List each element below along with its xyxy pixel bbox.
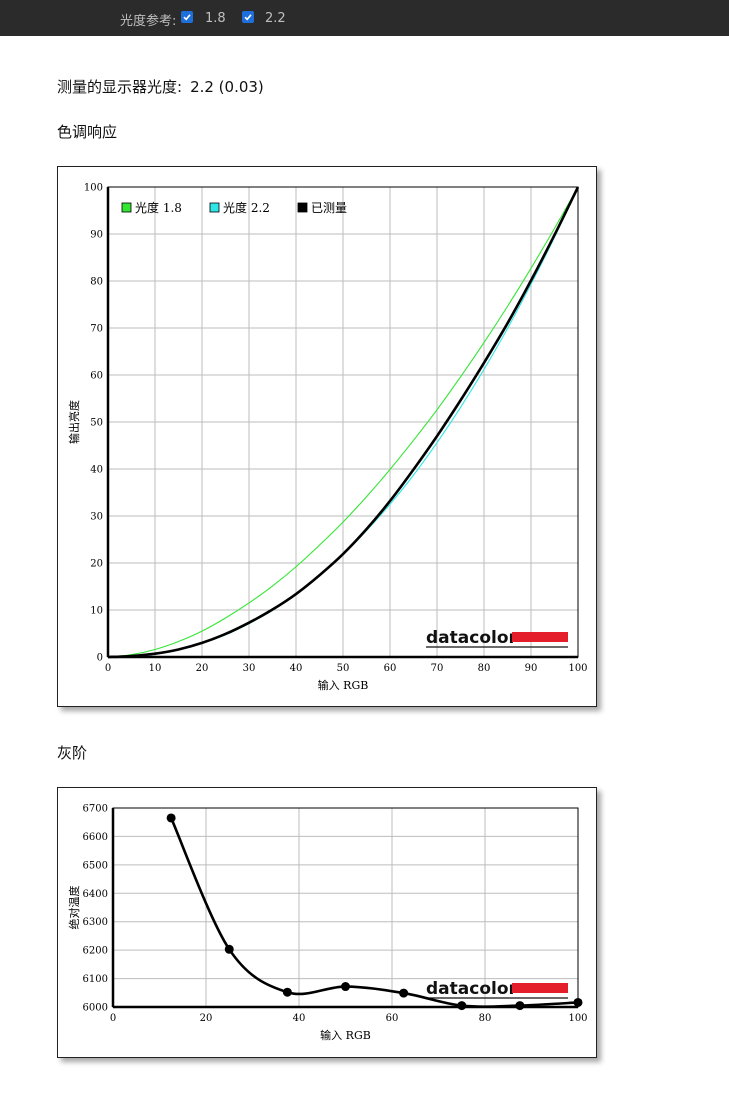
legend-swatch-measured <box>297 202 308 213</box>
series-line-measured <box>169 817 579 1008</box>
x-tick-label: 40 <box>290 663 303 674</box>
data-point <box>399 988 409 998</box>
datacolor-logo-text: datacolor <box>426 979 518 999</box>
measured-gamma-label: 测量的显示器光度: <box>57 78 183 96</box>
x-tick-label: 10 <box>149 663 162 674</box>
x-tick-label: 0 <box>105 663 111 674</box>
y-tick-label: 100 <box>84 183 103 194</box>
legend-swatch-gamma22 <box>209 202 220 213</box>
y-tick-label: 80 <box>90 277 103 288</box>
legend-label-measured: 已测量 <box>311 201 347 215</box>
x-tick-label: 50 <box>337 663 350 674</box>
series-line-gamma18 <box>107 186 579 658</box>
tone-response-chart: 0 10 20 30 40 50 60 70 80 90 100 0 10 20 30 40 50 60 70 80 9… <box>57 166 597 707</box>
x-axis-title: 输入 RGB <box>320 1028 371 1042</box>
y-tick-label: 6200 <box>83 946 108 957</box>
y-axis-title: 输出亮度 <box>67 400 81 444</box>
legend-swatch-gamma18 <box>121 202 132 213</box>
y-tick-label: 90 <box>90 230 103 241</box>
x-tick-label: 100 <box>568 663 587 674</box>
x-tick-label: 20 <box>200 1013 213 1024</box>
x-tick-label: 90 <box>525 663 538 674</box>
y-tick-label: 10 <box>90 606 103 617</box>
x-tick-label: 80 <box>478 663 491 674</box>
y-tick-label: 70 <box>90 324 103 335</box>
plot-border <box>112 807 579 1008</box>
y-tick-label: 6700 <box>83 804 108 815</box>
x-tick-label: 60 <box>386 1013 399 1024</box>
grayscale-chart: 0 20 40 60 80 100 6000 6100 6200 6300 6400 6500 6600… <box>57 787 597 1058</box>
data-point <box>515 1001 525 1011</box>
gamma-18-label: 1.8 <box>205 11 226 26</box>
gamma-22-label: 2.2 <box>265 11 286 26</box>
grayscale-title: 灰阶 <box>57 744 88 762</box>
data-point <box>573 997 583 1007</box>
x-tick-label: 30 <box>243 663 256 674</box>
measured-gamma-summary: 测量的显示器光度: 2.2 (0.03) <box>57 76 264 97</box>
y-axis-title: 绝对温度 <box>67 886 81 930</box>
data-point <box>224 944 234 954</box>
y-tick-label: 50 <box>90 418 103 429</box>
x-tick-label: 80 <box>479 1013 492 1024</box>
x-tick-label: 0 <box>110 1013 116 1024</box>
data-point <box>341 982 350 992</box>
y-tick-label: 6400 <box>83 889 108 900</box>
y-tick-label: 6500 <box>83 860 108 871</box>
datacolor-logo-bar <box>512 632 568 642</box>
measured-gamma-value: 2.2 (0.03) <box>190 78 264 96</box>
legend-label-gamma22: 光度 2.2 <box>223 200 270 215</box>
data-point <box>166 813 176 823</box>
checkmark-icon <box>244 14 252 21</box>
series-line-measured <box>107 186 580 659</box>
tone-response-svg: 0 10 20 30 40 50 60 70 80 90 100 0 10 20 30 40 50 60 70 80 9… <box>67 183 588 693</box>
gamma-reference-label: 光度参考: <box>120 14 177 29</box>
y-tick-label: 20 <box>90 559 103 570</box>
data-point <box>457 1001 467 1011</box>
y-tick-label: 6600 <box>83 832 108 843</box>
checkmark-icon <box>183 14 191 21</box>
tone-response-title: 色调响应 <box>57 123 118 141</box>
y-tick-label: 30 <box>90 512 103 523</box>
legend-label-gamma18: 光度 1.8 <box>135 200 182 215</box>
datacolor-logo-bar <box>512 983 568 993</box>
data-point <box>282 987 292 997</box>
gamma-18-checkbox[interactable] <box>181 11 193 23</box>
datacolor-logo-text: datacolor <box>426 628 518 648</box>
y-tick-label: 0 <box>97 653 103 664</box>
gamma-22-checkbox[interactable] <box>242 11 254 23</box>
y-tick-label: 60 <box>90 371 103 382</box>
y-tick-label: 6300 <box>83 917 108 928</box>
x-tick-label: 70 <box>431 663 444 674</box>
x-tick-label: 100 <box>568 1013 587 1024</box>
y-tick-label: 6100 <box>83 974 108 985</box>
y-tick-label: 40 <box>90 465 103 476</box>
x-tick-label: 40 <box>293 1013 306 1024</box>
grayscale-svg: 0 20 40 60 80 100 6000 6100 6200 6300 6400 6500 6600… <box>67 804 588 1043</box>
y-tick-label: 6000 <box>83 1003 108 1014</box>
x-tick-label: 20 <box>196 663 209 674</box>
x-axis-title: 输入 RGB <box>318 678 369 692</box>
gamma-reference-bar: 光度参考: 1.8 2.2 <box>0 0 729 36</box>
x-tick-label: 60 <box>384 663 397 674</box>
